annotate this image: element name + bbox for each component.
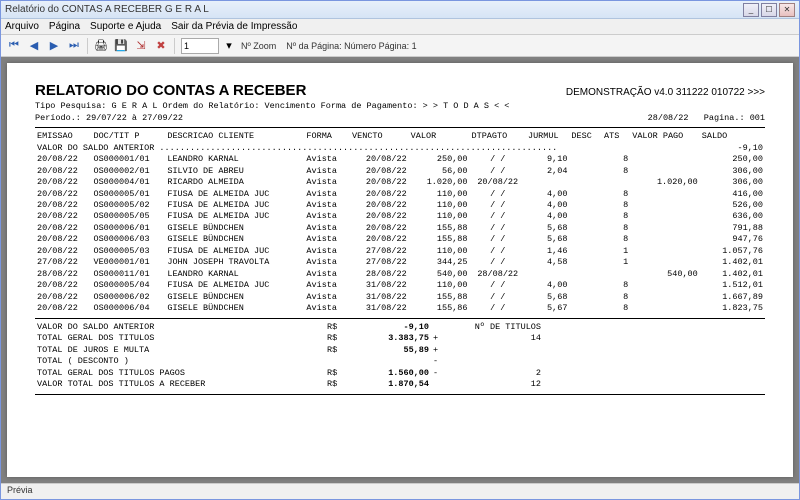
saldo-anterior-row: VALOR DO SALDO ANTERIOR ................… [35,143,765,154]
table-row: 20/08/22OS000006/03GISELE BÜNDCHENAvista… [35,234,765,245]
h-valor: VALOR [409,131,470,142]
table-row: 20/08/22OS000004/01RICARDO ALMEIDAAvista… [35,177,765,188]
save-button[interactable]: 💾 [112,37,130,55]
close-button[interactable]: ✕ [779,3,795,17]
table-row: 20/08/22OS000005/05FIUSA DE ALMEIDA JUCA… [35,211,765,222]
table-row: 20/08/22OS000001/01LEANDRO KARNALAvista2… [35,154,765,165]
h-saldo: SALDO [700,131,765,142]
window-title: Relatório do CONTAS A RECEBER G E R A L [5,4,743,15]
table-row: 20/08/22OS000002/01SILVIO DE ABREUAvista… [35,166,765,177]
preview-window: Relatório do CONTAS A RECEBER G E R A L … [0,0,800,500]
h-forma: FORMA [304,131,350,142]
menu-sair[interactable]: Sair da Prévia de Impressão [171,21,297,32]
close-preview-button[interactable]: ✖ [152,37,170,55]
window-buttons: _ ☐ ✕ [743,3,795,17]
separator [174,38,175,54]
table-row: 20/08/22OS000006/02GISELE BÜNDCHENAvista… [35,292,765,303]
table-row: 28/08/22OS000011/01LEANDRO KARNALAvista2… [35,269,765,280]
h-ats: ATS [602,131,630,142]
zoom-label: Nº Zoom [241,41,276,51]
rule [35,318,765,319]
rule [35,394,765,395]
toolbar: ⏮ ◀ ▶ ⏭ 🖨 💾 ⇲ ✖ ▾ Nº Zoom Nº da Página: … [1,35,799,57]
table-row: 27/08/22VE000001/01JOHN JOSEPH TRAVOLTAA… [35,257,765,268]
statusbar: Prévia [1,483,799,499]
zoom-dropdown[interactable]: ▾ [223,37,235,55]
table-row: 20/08/22OS000006/04GISELE BÜNDCHENAvista… [35,303,765,314]
total-row: TOTAL GERAL DOS TITULOS PAGOSR$1.560,00-… [35,368,765,379]
menu-arquivo[interactable]: Arquivo [5,21,39,32]
h-desc2: DESC [569,131,602,142]
rule [35,127,765,128]
report-periodo-line: Período.: 29/07/22 à 27/09/22 28/08/22 P… [35,113,765,124]
menubar: Arquivo Página Suporte e Ajuda Sair da P… [1,19,799,35]
prev-page-button[interactable]: ◀ [25,37,43,55]
last-page-button[interactable]: ⏭ [65,37,83,55]
report-page: RELATORIO DO CONTAS A RECEBER DEMONSTRAÇ… [7,63,793,477]
page-number-label: Nº da Página: Número Página: 1 [286,41,416,51]
table-row: 20/08/22OS000005/04FIUSA DE ALMEIDA JUCA… [35,280,765,291]
table-row: 20/08/22OS000005/03FIUSA DE ALMEIDA JUCA… [35,246,765,257]
zoom-input[interactable] [181,38,219,54]
first-page-button[interactable]: ⏮ [5,37,23,55]
next-page-button[interactable]: ▶ [45,37,63,55]
menu-pagina[interactable]: Página [49,21,80,32]
h-desc: DESCRICAO CLIENTE [165,131,304,142]
saldo-anterior-val: -9,10 [700,143,765,154]
titlebar: Relatório do CONTAS A RECEBER G E R A L … [1,1,799,19]
print-button[interactable]: 🖨 [92,37,110,55]
total-row: TOTAL ( DESCONTO )- [35,356,765,367]
table-row: 20/08/22OS000006/01GISELE BÜNDCHENAvista… [35,223,765,234]
report-table: EMISSAO DOC/TIT P DESCRICAO CLIENTE FORM… [35,131,765,315]
saldo-anterior-label: VALOR DO SALDO ANTERIOR ................… [35,143,700,154]
table-row: 20/08/22OS000005/01FIUSA DE ALMEIDA JUCA… [35,189,765,200]
total-row: TOTAL DE JUROS E MULTAR$55,89+ [35,345,765,356]
h-jurmul: JURMUL [526,131,569,142]
total-row: VALOR TOTAL DOS TITULOS A RECEBERR$1.870… [35,379,765,390]
separator [87,38,88,54]
report-version: DEMONSTRAÇÃO v4.0 311222 010722 >>> [566,86,765,100]
report-title: RELATORIO DO CONTAS A RECEBER [35,81,306,101]
report-date-page: 28/08/22 Pagina.: 001 [648,113,765,124]
total-row: VALOR DO SALDO ANTERIORR$-9,10Nº DE TITU… [35,322,765,333]
maximize-button[interactable]: ☐ [761,3,777,17]
menu-suporte[interactable]: Suporte e Ajuda [90,21,161,32]
status-previa: Prévia [7,485,33,495]
h-pago: VALOR PAGO [630,131,700,142]
h-dtpagto: DTPAGTO [470,131,526,142]
h-emissao: EMISSAO [35,131,91,142]
preview-area: RELATORIO DO CONTAS A RECEBER DEMONSTRAÇ… [1,57,799,483]
h-vencto: VENCTO [350,131,409,142]
totals-table: VALOR DO SALDO ANTERIORR$-9,10Nº DE TITU… [35,322,765,391]
report-header: RELATORIO DO CONTAS A RECEBER DEMONSTRAÇ… [35,81,765,101]
export-button[interactable]: ⇲ [132,37,150,55]
report-periodo: Período.: 29/07/22 à 27/09/22 [35,113,183,124]
minimize-button[interactable]: _ [743,3,759,17]
table-row: 20/08/22OS000005/02FIUSA DE ALMEIDA JUCA… [35,200,765,211]
h-doc: DOC/TIT P [91,131,165,142]
header-row: EMISSAO DOC/TIT P DESCRICAO CLIENTE FORM… [35,131,765,142]
total-row: TOTAL GERAL DOS TITULOSR$3.383,75+14 [35,333,765,344]
report-tipo: Tipo Pesquisa: G E R A L Ordem do Relató… [35,101,765,112]
